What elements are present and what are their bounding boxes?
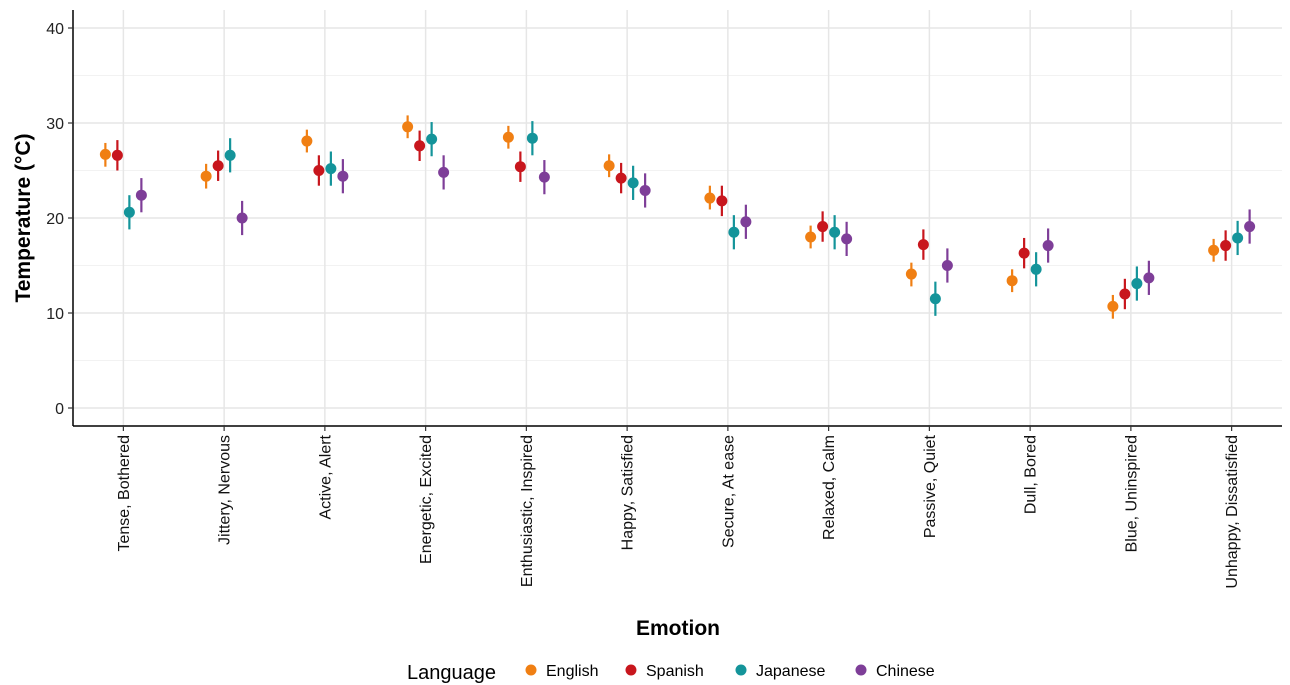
point-english [603,160,615,172]
y-tick-label: 40 [46,21,64,38]
point-spanish [615,172,627,184]
point-english [805,231,817,243]
point-spanish [212,160,224,172]
point-chinese [740,216,752,228]
x-tick-label: Passive, Quiet [922,434,939,538]
legend-label-english: English [546,663,598,680]
x-tick-label: Secure, At ease [720,435,737,548]
y-tick-label: 30 [46,116,64,133]
point-chinese [639,184,651,196]
plot-marks [99,115,1256,319]
point-spanish [1220,240,1232,252]
x-tick-label: Energetic, Excited [418,435,435,564]
legend-label-chinese: Chinese [876,663,935,680]
point-japanese [224,149,236,161]
legend: Language English Spanish Japanese Chinese [407,662,935,684]
point-spanish [514,161,526,173]
point-spanish [917,239,929,251]
point-english [402,121,414,133]
point-spanish [414,140,426,152]
x-tick-label: Enthusiastic, Inspired [519,435,536,587]
point-chinese [1042,240,1054,252]
point-japanese [426,133,438,145]
y-tick-label: 20 [46,211,64,228]
x-tick-label: Unhappy, Dissatisfied [1224,435,1241,589]
x-tick-label: Active, Alert [317,434,334,519]
point-spanish [313,165,325,176]
legend-label-spanish: Spanish [646,663,704,680]
y-axis-title: Temperature (°C) [12,133,35,302]
x-tick-label: Jittery, Nervous [217,435,234,545]
point-japanese [627,177,639,189]
y-tick-label: 10 [46,306,64,323]
legend-key-chinese [855,664,867,676]
point-english [704,192,716,204]
point-japanese [325,163,337,175]
x-tick-label: Dull, Bored [1023,435,1040,514]
point-japanese [1232,232,1244,244]
legend-label-japanese: Japanese [756,663,825,680]
point-chinese [538,171,550,183]
point-japanese [929,293,941,305]
point-japanese [526,132,538,144]
x-tick-label: Blue, Uninspired [1123,435,1140,552]
point-english [1006,275,1018,287]
legend-key-japanese [735,664,747,676]
y-axis-ticks: 0 10 20 30 40 [46,21,73,418]
legend-title: Language [407,662,496,684]
x-tick-label: Relaxed, Calm [821,435,838,540]
point-chinese [941,260,953,271]
point-english [1208,244,1220,256]
point-chinese [1143,272,1155,284]
point-japanese [829,226,841,238]
point-chinese [438,166,450,178]
x-tick-label: Happy, Satisfied [620,435,637,550]
x-tick-label: Tense, Bothered [116,435,133,552]
point-japanese [1030,263,1042,275]
point-english [1107,300,1119,312]
point-english [200,170,212,182]
legend-key-english [525,664,537,676]
legend-key-spanish [625,664,637,676]
y-tick-label: 0 [55,401,64,418]
x-axis-ticks: Tense, Bothered Jittery, Nervous Active, A… [116,426,1241,589]
point-english [905,268,917,280]
point-japanese [728,226,740,238]
point-chinese [841,233,853,245]
point-english [99,148,111,160]
point-spanish [1119,288,1131,300]
point-english [301,135,313,147]
point-spanish [1018,247,1030,259]
point-japanese [1131,278,1143,290]
point-chinese [236,212,248,224]
x-axis-title: Emotion [636,617,720,640]
point-chinese [135,189,147,201]
point-japanese [123,206,135,218]
point-chinese [337,170,349,182]
point-spanish [111,149,123,161]
point-spanish [817,221,829,233]
grid [73,10,1282,426]
point-spanish [716,195,728,207]
point-chinese [1244,221,1256,233]
point-english [502,131,514,143]
